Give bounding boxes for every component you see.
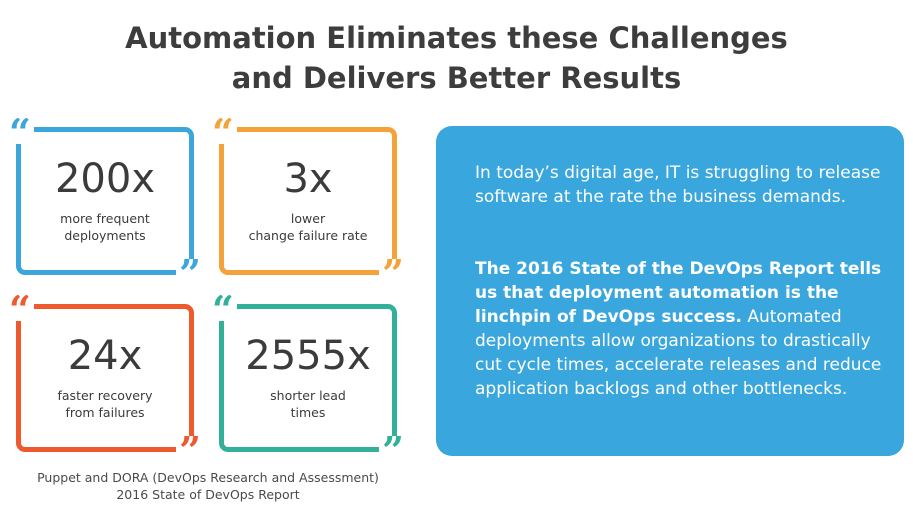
stat-card-change-failure: “ ” 3x lower change failure rate: [209, 118, 407, 285]
source-line-2: 2016 State of DevOps Report: [116, 487, 300, 502]
stat-value: 200x: [54, 156, 156, 202]
stat-description-line-1: more frequent: [60, 211, 150, 226]
stat-card-frame: [16, 127, 194, 275]
stat-description-line-2: times: [290, 405, 326, 420]
stat-description-line-2: deployments: [64, 228, 146, 243]
stat-card-recovery: “ ” 24x faster recovery from failures: [6, 295, 204, 462]
close-quote-icon: ”: [379, 259, 407, 285]
title-line-1: Automation Eliminates these Challenges: [125, 21, 788, 55]
stat-description-line-1: faster recovery: [57, 388, 153, 403]
stat-card-frame: [219, 304, 397, 452]
stat-description: more frequent deployments: [12, 210, 198, 244]
stat-description: shorter lead times: [215, 387, 401, 421]
open-quote-icon: “: [6, 295, 34, 321]
title-line-2: and Delivers Better Results: [231, 61, 682, 95]
source-citation: Puppet and DORA (DevOps Research and Ass…: [8, 469, 408, 503]
open-quote-icon: “: [209, 118, 237, 144]
open-quote-icon: “: [6, 118, 34, 144]
source-line-1: Puppet and DORA (DevOps Research and Ass…: [37, 470, 379, 485]
summary-intro: In today’s digital age, IT is struggling…: [475, 163, 881, 207]
summary-findings-highlight: The 2016 State of the DevOps Report tell…: [475, 259, 882, 327]
stat-value: 2555x: [245, 333, 371, 379]
stat-value: 3x: [283, 156, 333, 202]
close-quote-icon: ”: [379, 436, 407, 462]
stat-card-lead-times: “ ” 2555x shorter lead times: [209, 295, 407, 462]
stat-description-line-1: shorter lead: [270, 388, 346, 403]
summary-findings: The 2016 State of the DevOps Report tell…: [475, 257, 885, 401]
summary-panel: In today’s digital age, IT is struggling…: [436, 126, 904, 456]
stat-card-deployments: “ ” 200x more frequent deployments: [6, 118, 204, 285]
page-title: Automation Eliminates these Challenges a…: [0, 18, 913, 98]
stat-description: lower change failure rate: [215, 210, 401, 244]
stat-description-line-1: lower: [290, 211, 326, 226]
stat-value: 24x: [67, 333, 143, 379]
summary-findings-detail: Automated deployments allow organization…: [475, 307, 882, 399]
stat-card-frame: [16, 304, 194, 452]
stat-description-line-2: from failures: [65, 405, 145, 420]
open-quote-icon: “: [209, 295, 237, 321]
close-quote-icon: ”: [176, 436, 204, 462]
stat-description-line-2: change failure rate: [248, 228, 368, 243]
close-quote-icon: ”: [176, 259, 204, 285]
stat-description: faster recovery from failures: [12, 387, 198, 421]
stat-card-frame: [219, 127, 397, 275]
